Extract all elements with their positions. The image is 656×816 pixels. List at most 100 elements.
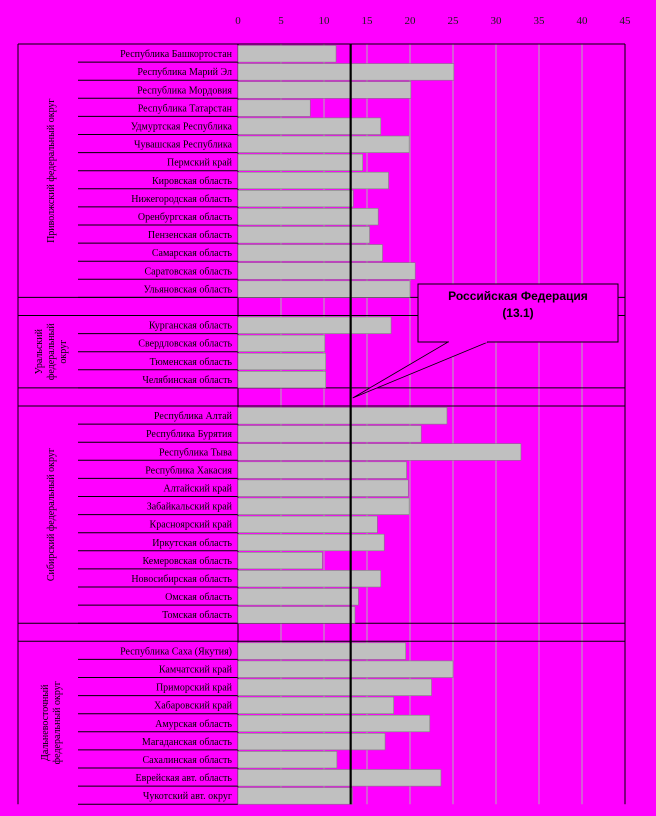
category-label: Омская область — [165, 592, 232, 603]
bar — [237, 678, 432, 696]
category-label: Пензенская область — [148, 230, 233, 241]
x-tick-label: 25 — [448, 15, 460, 27]
bar — [237, 316, 392, 334]
category-label: Республика Бурятия — [146, 429, 232, 440]
bar — [237, 732, 386, 751]
group-label-line: Уральский — [34, 328, 45, 374]
bar — [237, 45, 337, 63]
category-label: Республика Саха (Якутия) — [120, 646, 232, 657]
bar — [237, 352, 327, 371]
bar — [237, 407, 448, 425]
x-tick-label: 15 — [362, 15, 374, 27]
group-label-4: Дальневосточный федеральный округ — [40, 681, 63, 764]
category-label: Республика Марий Эл — [137, 67, 232, 78]
category-label: Новосибирская область — [131, 574, 232, 585]
bar — [237, 99, 311, 117]
bar — [237, 135, 410, 153]
category-label: Красноярский край — [150, 520, 233, 531]
group-label-text: Приволжский федеральный округ — [46, 98, 57, 242]
group-label-line: Дальневосточный — [40, 684, 51, 761]
bar — [237, 171, 389, 190]
bar — [237, 226, 370, 244]
x-tick-label: 30 — [491, 15, 503, 27]
bar — [237, 63, 455, 81]
bar — [237, 461, 407, 479]
x-tick-label: 35 — [534, 15, 546, 27]
group-label-text: Сибирский федеральный округ — [46, 448, 57, 581]
category-label: Амурская область — [155, 719, 232, 730]
bar — [237, 714, 431, 733]
group-label-line: федеральный округ — [52, 681, 63, 764]
bar — [237, 208, 379, 226]
x-tick-label: 40 — [577, 15, 589, 27]
category-label: Республика Мордовия — [137, 85, 232, 96]
bar — [237, 497, 410, 515]
category-label: Свердловская область — [138, 339, 232, 350]
bar — [237, 244, 383, 262]
category-label: Приморский край — [156, 683, 233, 694]
category-label: Пермский край — [167, 158, 233, 169]
category-label: Камчатский край — [159, 664, 233, 675]
category-label: Еврейская авт. область — [136, 773, 233, 784]
bar — [237, 479, 409, 497]
bar — [237, 769, 442, 787]
bar — [237, 642, 406, 660]
category-label: Чувашская Республика — [134, 140, 233, 151]
bars — [237, 45, 522, 805]
bar — [237, 751, 338, 769]
category-label: Кировская область — [152, 176, 232, 187]
bar — [237, 280, 411, 298]
category-label: Тюменская область — [150, 357, 233, 368]
group-label-2: Уральский федеральный округ — [34, 323, 69, 380]
bar — [237, 81, 412, 99]
bar — [237, 334, 326, 353]
x-tick-label: 20 — [405, 15, 417, 27]
category-label: Иркутская область — [152, 538, 232, 549]
category-label: Республика Татарстан — [138, 103, 233, 114]
category-label: Хабаровский край — [154, 701, 233, 712]
bar — [237, 117, 382, 135]
bar — [237, 588, 359, 606]
group-label-line: федеральный — [46, 323, 57, 380]
bar — [237, 190, 354, 208]
category-label: Республика Тыва — [159, 447, 233, 458]
category-label: Сахалинская область — [142, 755, 232, 766]
bar — [237, 262, 416, 280]
x-tick-label: 0 — [235, 15, 241, 27]
bar — [237, 153, 363, 172]
reference-line-group: Российская Федерация (13.1) — [349, 44, 619, 805]
category-label: Ульяновская область — [144, 284, 233, 295]
x-tick-label: 45 — [620, 15, 632, 27]
x-tick-label: 10 — [319, 15, 331, 27]
reference-callout-title: Российская Федерация — [448, 289, 588, 303]
category-label: Саратовская область — [144, 266, 232, 277]
bar — [237, 570, 382, 588]
group-label-1: Приволжский федеральный округ — [46, 98, 57, 242]
category-label: Чукотский авт. округ — [143, 791, 232, 802]
group-label-3: Сибирский федеральный округ — [46, 448, 57, 581]
bar — [237, 533, 385, 552]
bar — [237, 696, 394, 714]
bar — [237, 606, 356, 624]
bar — [237, 660, 454, 678]
category-label: Оренбургская область — [138, 212, 233, 223]
x-tick-label: 5 — [278, 15, 284, 27]
category-label: Алтайский край — [163, 483, 232, 494]
category-label: Магаданская область — [142, 737, 233, 748]
category-label: Республика Алтай — [154, 411, 233, 422]
group-label-line: округ — [58, 340, 69, 364]
category-label: Челябинская область — [142, 375, 232, 386]
bar — [237, 370, 327, 389]
reference-callout-box — [417, 283, 619, 343]
category-label: Республика Хакасия — [145, 465, 232, 476]
row-labels: Республика Башкортостан Республика Марий … — [120, 49, 233, 802]
category-label: Республика Башкортостан — [120, 49, 233, 60]
bar — [237, 551, 323, 570]
category-label: Удмуртская Республика — [131, 121, 233, 132]
category-label: Нижегородская область — [131, 194, 232, 205]
bar — [237, 443, 522, 461]
category-label: Томская область — [162, 610, 232, 621]
bar — [237, 515, 378, 533]
